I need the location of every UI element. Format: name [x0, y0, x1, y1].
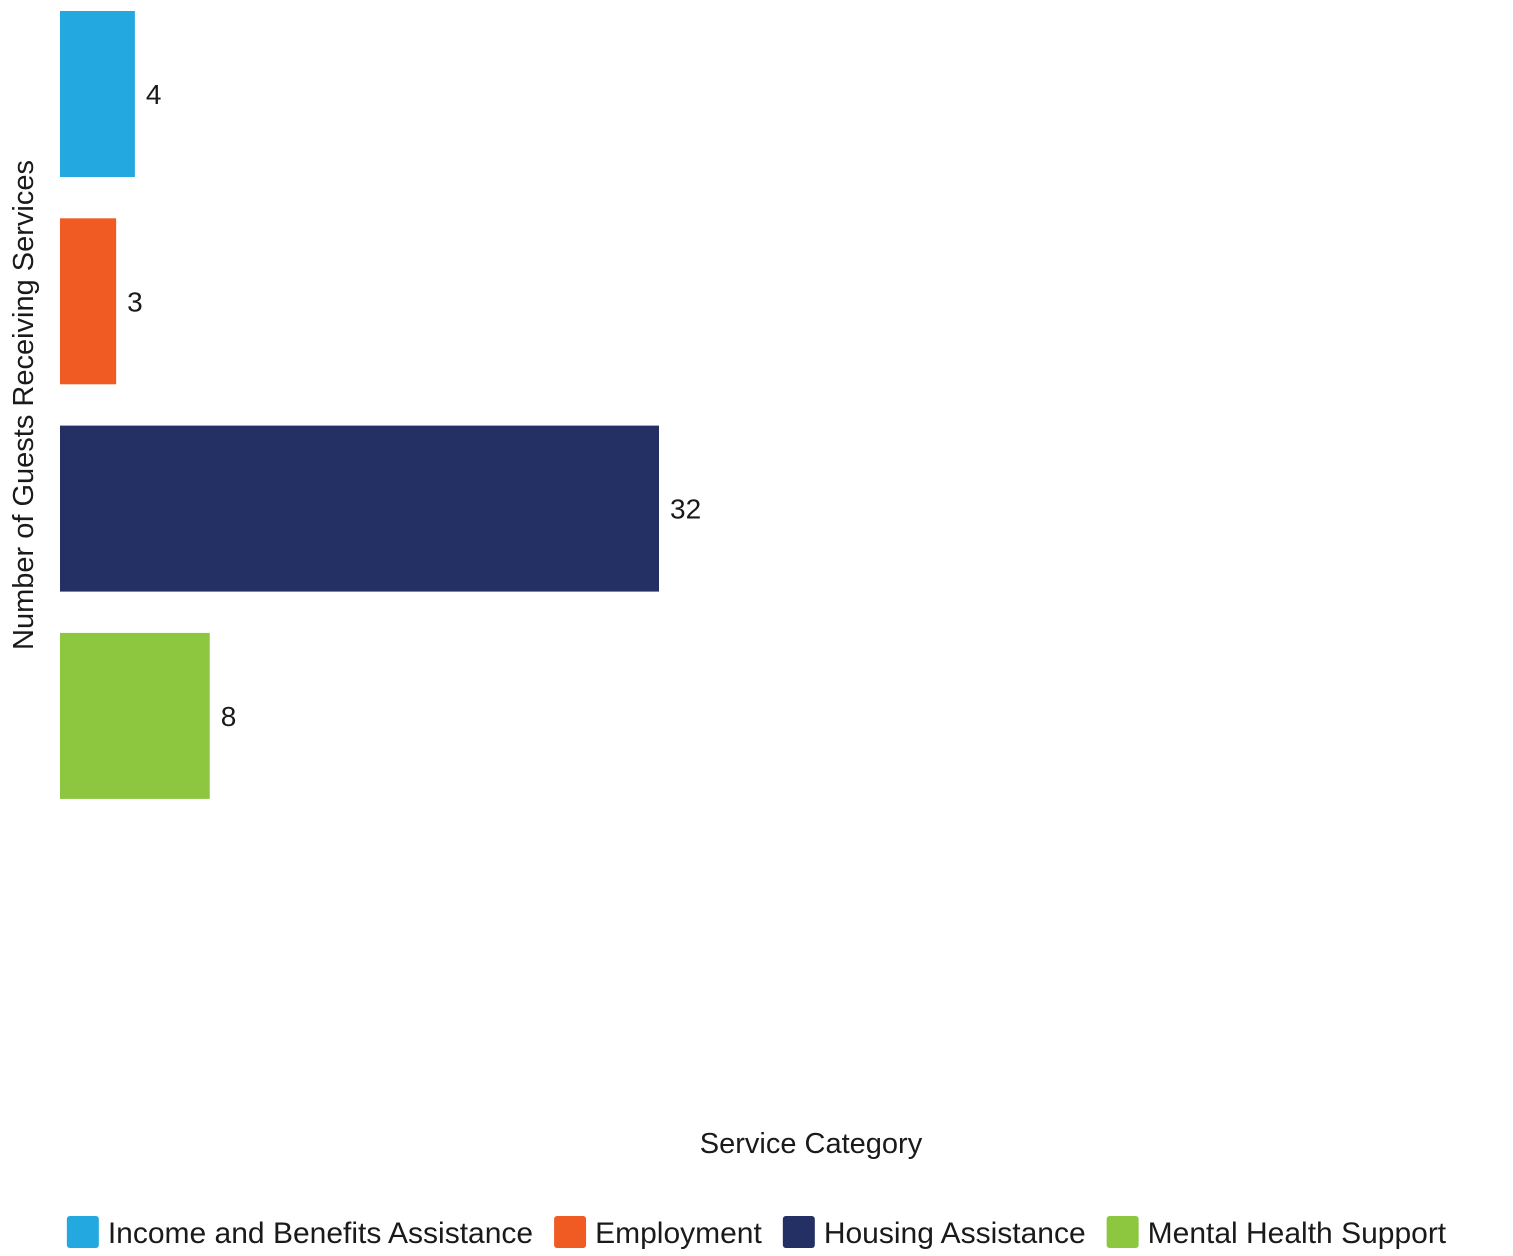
data-label-housing-assistance: 32	[670, 494, 701, 525]
y-axis-title: Number of Guests Receiving Services	[8, 160, 40, 650]
legend-swatch-employment	[554, 1216, 587, 1248]
legend-swatch-mental-health-support	[1106, 1216, 1139, 1248]
bar-housing-assistance	[60, 425, 659, 592]
legend-label-housing-assistance: Housing Assistance	[824, 1217, 1086, 1250]
bar-mental-health-support	[60, 632, 210, 799]
bars-layer	[60, 11, 659, 799]
legend-label-employment: Employment	[595, 1217, 762, 1250]
data-label-income-and-benefits-assistance: 4	[146, 79, 162, 110]
bar-employment	[60, 218, 117, 385]
legend-label-income-and-benefits-assistance: Income and Benefits Assistance	[108, 1217, 533, 1250]
legend-item-income-and-benefits-assistance: Income and Benefits Assistance	[66, 1216, 533, 1250]
bar-income-and-benefits-assistance	[60, 11, 135, 177]
legend-item-employment: Employment	[554, 1216, 762, 1250]
x-axis-title: Service Category	[700, 1128, 923, 1160]
legend-swatch-housing-assistance	[782, 1216, 815, 1248]
data-label-mental-health-support: 8	[221, 701, 237, 732]
legend-item-mental-health-support: Mental Health Support	[1106, 1216, 1447, 1250]
legend-label-mental-health-support: Mental Health Support	[1148, 1217, 1447, 1250]
legend-item-housing-assistance: Housing Assistance	[782, 1216, 1086, 1250]
legend: Income and Benefits Assistance Employment…	[66, 1216, 1447, 1250]
legend-swatch-income-and-benefits-assistance	[66, 1216, 99, 1248]
data-labels-layer: 4 3 32 8	[127, 79, 701, 732]
data-label-employment: 3	[127, 286, 143, 317]
